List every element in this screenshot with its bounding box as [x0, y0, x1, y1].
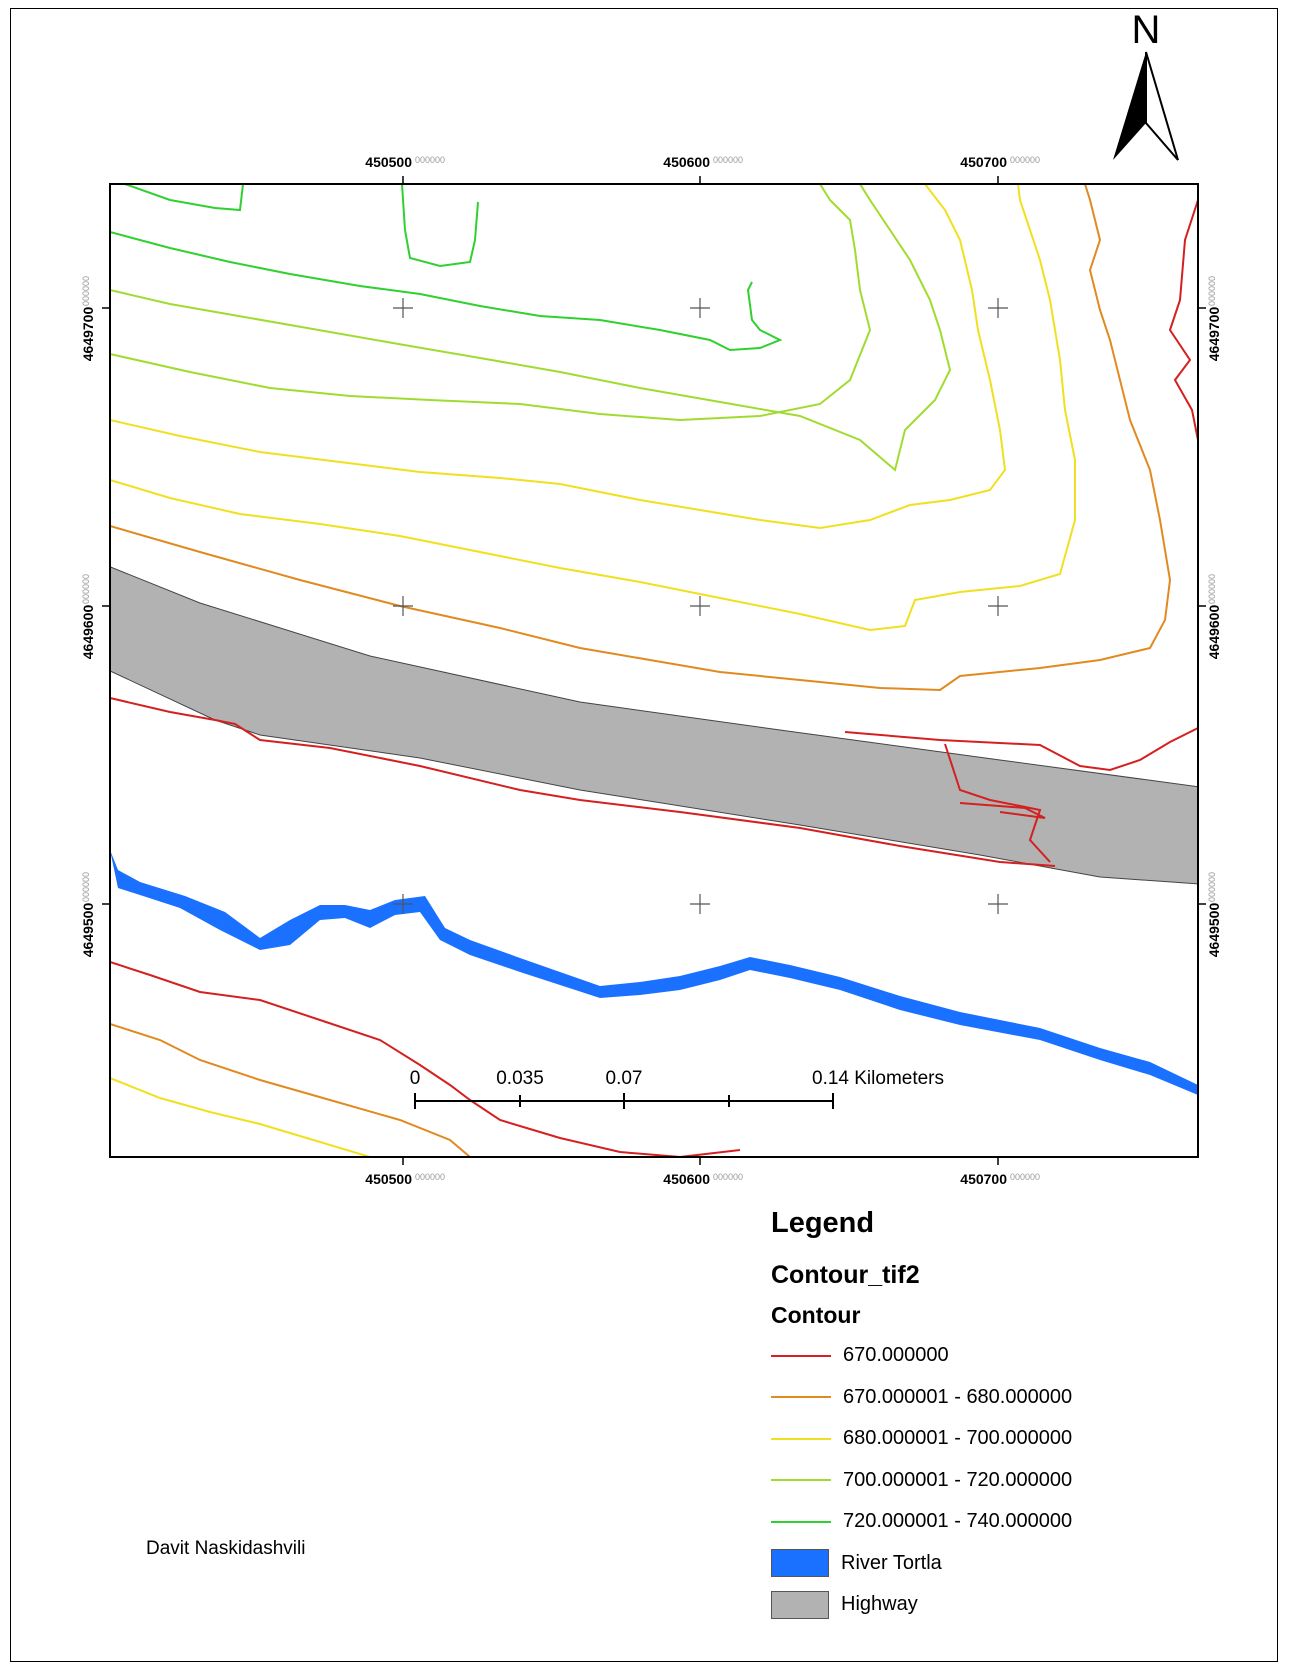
scale-bar: 0 0.035 0.07 0.14 Kilometers: [410, 1068, 944, 1109]
legend-line-swatch: [771, 1354, 831, 1357]
north-arrow-right-half: [1145, 51, 1179, 161]
contour-680-700-line: [110, 1077, 371, 1157]
contour-700-720-line: [110, 184, 872, 422]
legend-fill-swatch: [771, 1549, 829, 1578]
legend-line-swatch: [771, 1479, 831, 1482]
author-name: Davit Naskidashvili: [146, 1538, 306, 1559]
right-tick-label-2-suffix: 000000: [1207, 574, 1217, 604]
layout-frame: [10, 8, 1278, 1662]
left-tick-label-1-main: 4649700: [80, 307, 96, 362]
north-arrow: N: [1113, 8, 1179, 161]
contour-670-line: [110, 697, 1056, 867]
legend: Legend Contour_tif2 Contour 670.000000 67…: [771, 1205, 1251, 1626]
left-tick-label-3-suffix: 000000: [81, 872, 91, 902]
contour-720-740-group: [110, 184, 783, 352]
highway-polygon: [110, 566, 1198, 885]
scale-label-0: 0: [410, 1068, 421, 1089]
legend-item: Highway: [771, 1584, 1251, 1626]
grid-cross: [393, 596, 413, 616]
bottom-tick-label-2-suffix: 000000: [713, 1172, 743, 1182]
top-tick-label-3-main: 450700: [960, 154, 1007, 170]
legend-item-label: 680.000001 - 700.000000: [843, 1427, 1073, 1450]
left-tick-label-1-suffix: 000000: [81, 276, 91, 306]
bottom-tick-label-2-main: 450600: [663, 1171, 710, 1187]
contour-670-680-line: [110, 1023, 471, 1157]
legend-item-label: Highway: [841, 1593, 918, 1616]
scale-label-0035: 0.035: [496, 1068, 544, 1089]
legend-item: River Tortla: [771, 1543, 1251, 1585]
left-tick-label-2-suffix: 000000: [81, 574, 91, 604]
map-content: [110, 184, 1198, 1157]
bottom-tick-label-3-main: 450700: [960, 1171, 1007, 1187]
contour-700-720-line: [110, 184, 952, 472]
north-arrow-left-half: [1113, 52, 1146, 160]
contour-680-700-group: [110, 184, 1076, 1157]
grid-crosses: [393, 298, 1008, 914]
legend-item-label: 670.000001 - 680.000000: [843, 1385, 1073, 1408]
legend-layer-name: Contour_tif2: [771, 1261, 920, 1289]
grid-cross: [988, 894, 1008, 914]
bottom-tick-label-3-suffix: 000000: [1010, 1172, 1040, 1182]
grid-cross: [690, 894, 710, 914]
legend-item: 700.000001 - 720.000000: [771, 1460, 1251, 1502]
grid-cross: [988, 298, 1008, 318]
legend-item-label: 720.000001 - 740.000000: [843, 1510, 1073, 1533]
right-tick-label-1-main: 4649700: [1206, 307, 1222, 362]
north-label: N: [1132, 8, 1161, 52]
grid-cross: [393, 894, 413, 914]
top-tick-label-3-suffix: 000000: [1010, 155, 1040, 165]
contour-680-700-line: [110, 184, 1076, 632]
contour-670-680-line: [110, 184, 1172, 692]
river-tortla: [110, 850, 1198, 1095]
contour-670-group: [110, 199, 1198, 1157]
legend-item-label: River Tortla: [841, 1551, 942, 1574]
frame-ticks: [102, 176, 1206, 1165]
legend-line-swatch: [771, 1437, 831, 1440]
top-tick-label-1-main: 450500: [365, 154, 412, 170]
left-tick-label-2-main: 4649600: [80, 605, 96, 660]
grid-cross: [690, 298, 710, 318]
scale-label-007: 0.07: [606, 1068, 643, 1089]
legend-fill-swatch: [771, 1590, 829, 1619]
right-tick-label-3-suffix: 000000: [1207, 872, 1217, 902]
contour-670-line: [944, 743, 1051, 863]
contour-670-line: [959, 802, 1046, 819]
contour-700-720-group: [110, 184, 952, 472]
contour-670-680-group: [110, 184, 1172, 1157]
contour-670-line: [844, 727, 1198, 772]
legend-field-name: Contour: [771, 1302, 861, 1328]
grid-cross: [988, 596, 1008, 616]
contour-670-line: [1168, 199, 1198, 441]
legend-item-label: 700.000001 - 720.000000: [843, 1468, 1073, 1491]
legend-items: 670.000000 670.000001 - 680.000000 680.000…: [771, 1335, 1251, 1626]
contour-720-740-line: [110, 231, 783, 352]
legend-title: Legend: [771, 1207, 875, 1239]
legend-line-swatch: [771, 1396, 831, 1399]
left-tick-label-3-main: 4649500: [80, 903, 96, 958]
legend-item: 670.000000: [771, 1335, 1251, 1377]
legend-item: 670.000001 - 680.000000: [771, 1377, 1251, 1419]
legend-item-label: 670.000000: [843, 1344, 949, 1367]
right-tick-label-2-main: 4649600: [1206, 605, 1222, 660]
contour-680-700-line: [110, 184, 1007, 530]
data-frame: [109, 183, 1199, 1158]
legend-line-swatch: [771, 1520, 831, 1523]
bottom-tick-label-1-suffix: 000000: [415, 1172, 445, 1182]
top-tick-label-2-main: 450600: [663, 154, 710, 170]
scale-label-014-km: 0.14 Kilometers: [812, 1068, 944, 1089]
right-tick-label-3-main: 4649500: [1206, 903, 1222, 958]
contour-670-line: [110, 961, 741, 1157]
top-tick-label-1-suffix: 000000: [415, 155, 445, 165]
contour-720-740-line: [124, 184, 244, 212]
top-tick-label-2-suffix: 000000: [713, 155, 743, 165]
contour-720-740-line: [401, 184, 479, 268]
bottom-tick-label-1-main: 450500: [365, 1171, 412, 1187]
grid-cross: [690, 596, 710, 616]
right-tick-label-1-suffix: 000000: [1207, 276, 1217, 306]
legend-item: 720.000001 - 740.000000: [771, 1501, 1251, 1543]
legend-item: 680.000001 - 700.000000: [771, 1418, 1251, 1460]
grid-cross: [393, 298, 413, 318]
